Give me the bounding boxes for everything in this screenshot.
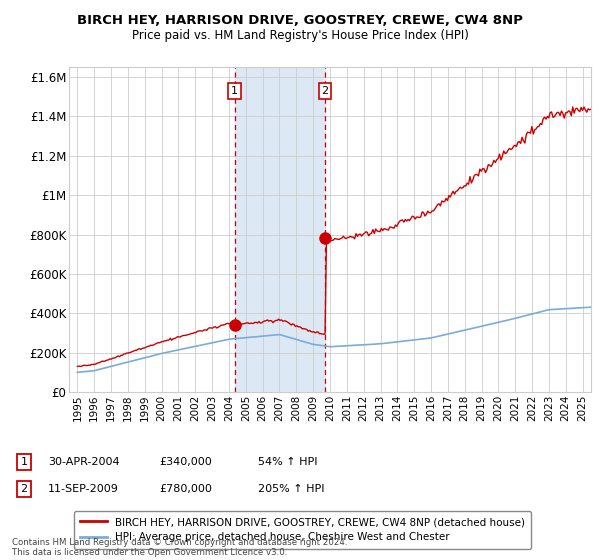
Text: 2: 2: [20, 484, 28, 494]
Text: Price paid vs. HM Land Registry's House Price Index (HPI): Price paid vs. HM Land Registry's House …: [131, 29, 469, 42]
Text: 1: 1: [20, 457, 28, 467]
Text: £780,000: £780,000: [159, 484, 212, 494]
Text: 11-SEP-2009: 11-SEP-2009: [48, 484, 119, 494]
Text: 1: 1: [231, 86, 238, 96]
Text: £340,000: £340,000: [159, 457, 212, 467]
Text: 205% ↑ HPI: 205% ↑ HPI: [258, 484, 325, 494]
Text: 54% ↑ HPI: 54% ↑ HPI: [258, 457, 317, 467]
Text: 30-APR-2004: 30-APR-2004: [48, 457, 119, 467]
Text: 2: 2: [322, 86, 329, 96]
Text: Contains HM Land Registry data © Crown copyright and database right 2024.
This d: Contains HM Land Registry data © Crown c…: [12, 538, 347, 557]
Legend: BIRCH HEY, HARRISON DRIVE, GOOSTREY, CREWE, CW4 8NP (detached house), HPI: Avera: BIRCH HEY, HARRISON DRIVE, GOOSTREY, CRE…: [74, 511, 531, 549]
Text: BIRCH HEY, HARRISON DRIVE, GOOSTREY, CREWE, CW4 8NP: BIRCH HEY, HARRISON DRIVE, GOOSTREY, CRE…: [77, 14, 523, 27]
Bar: [235, 67, 325, 392]
